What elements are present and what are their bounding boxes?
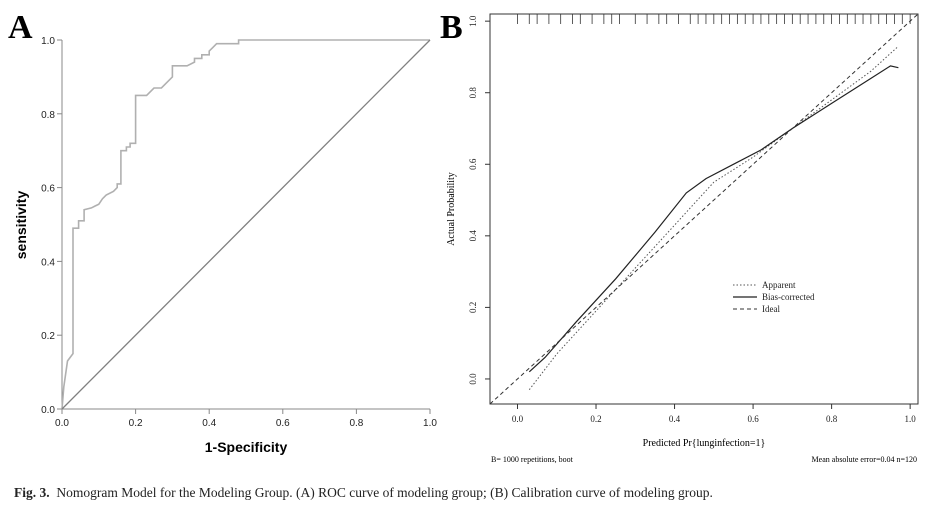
calibration-y-tick-label: 0.4: [468, 230, 478, 242]
calibration-plot-frame: [489, 13, 919, 405]
calibration-y-label: Actual Probability: [446, 172, 457, 246]
panel-label-b: B: [440, 9, 463, 46]
calibration-rug: [517, 14, 911, 24]
calibration-x-ticks: 0.0 0.2 0.4 0.6 0.8 1.0: [512, 404, 916, 424]
roc-y-label: sensitivity: [13, 191, 29, 260]
roc-curve: [61, 39, 430, 410]
legend-label: Ideal: [762, 304, 780, 314]
calibration-x-label: Predicted Pr{lunginfection=1}: [643, 438, 766, 449]
legend-label: Bias-corrected: [762, 292, 815, 302]
roc-x-tick-label: 0.2: [129, 418, 143, 429]
calibration-line-ideal: [489, 13, 919, 405]
calibration-line-bias-corrected: [528, 65, 899, 373]
calibration-line-apparent: [528, 45, 899, 391]
roc-y-ticks: 0.0 0.2 0.4 0.6 0.8 1.0: [41, 36, 62, 416]
calibration-y-tick-label: 0.2: [468, 302, 478, 313]
roc-x-tick-label: 0.6: [276, 418, 290, 429]
calibration-legend: Apparent Bias-corrected Ideal: [733, 280, 815, 314]
calibration-x-tick-label: 0.2: [590, 414, 601, 424]
calibration-x-tick-label: 0.0: [512, 414, 524, 424]
caption-text: Nomogram Model for the Modeling Group. (…: [56, 485, 713, 500]
roc-x-tick-label: 0.0: [55, 418, 69, 429]
roc-y-tick-label: 0.8: [41, 110, 55, 121]
calibration-panel: B 0.0 0.2 0.4 0.6 0.8 1.0 0.00.20.40.60.81.0 …: [440, 9, 919, 464]
calibration-x-tick-label: 0.6: [747, 414, 759, 424]
calibration-y-tick-label: 0.0: [468, 373, 478, 385]
roc-series: [61, 39, 431, 410]
panel-label-a: A: [8, 9, 33, 46]
roc-x-ticks: 0.0 0.2 0.4 0.6 0.8 1.0: [55, 409, 437, 429]
roc-y-tick-label: 0.2: [41, 331, 55, 342]
calibration-y-ticks: 0.0 0.2 0.4 0.6 0.8 1.0: [468, 15, 490, 385]
calibration-series: [489, 13, 919, 405]
calibration-y-tick-label: 0.8: [468, 87, 478, 99]
roc-x-tick-label: 1.0: [423, 418, 437, 429]
calibration-y-tick-label: 1.0: [468, 15, 478, 27]
roc-panel: A 0.0 0.2 0.4 0.6 0.8 1.0 0.00.20.40.60.81.0 …: [8, 9, 437, 455]
figure-caption: Fig. 3. Nomogram Model for the Modeling …: [14, 485, 919, 501]
roc-x-tick-label: 0.4: [202, 418, 216, 429]
legend-label: Apparent: [762, 280, 796, 290]
calibration-x-tick-label: 1.0: [905, 414, 917, 424]
roc-reference-line: [61, 39, 431, 410]
roc-y-tick-label: 0.0: [41, 405, 55, 416]
caption-prefix: Fig. 3.: [14, 485, 50, 500]
calibration-x-tick-label: 0.4: [669, 414, 681, 424]
calibration-x-tick-label: 0.8: [826, 414, 838, 424]
calibration-footnote-right: Mean absolute error=0.04 n=120: [812, 455, 917, 464]
roc-y-tick-label: 0.4: [41, 257, 55, 268]
calibration-y-tick-label: 0.6: [468, 158, 478, 170]
roc-x-tick-label: 0.8: [349, 418, 363, 429]
roc-x-label: 1-Specificity: [205, 439, 288, 455]
calibration-footnote-left: B= 1000 repetitions, boot: [491, 455, 574, 464]
roc-y-tick-label: 0.6: [41, 184, 55, 195]
roc-y-tick-label: 1.0: [41, 36, 55, 47]
